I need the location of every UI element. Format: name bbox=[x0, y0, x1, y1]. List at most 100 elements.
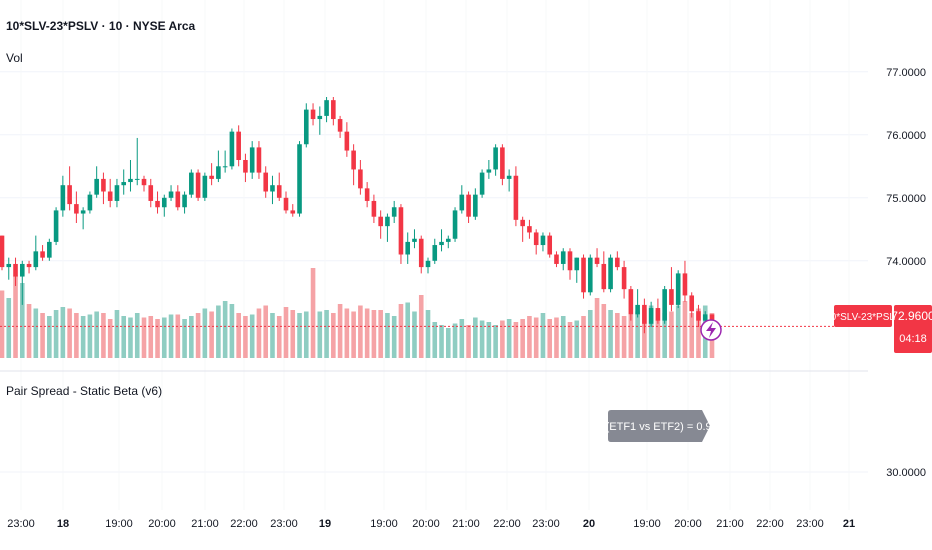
time-tick-label: 18 bbox=[57, 518, 69, 530]
candle-body bbox=[74, 204, 79, 214]
time-tick-label: 23:00 bbox=[7, 518, 35, 530]
candle-body bbox=[587, 257, 593, 293]
time-tick-label: 19:00 bbox=[633, 518, 661, 530]
candle-body bbox=[615, 257, 620, 268]
volume-bar bbox=[682, 301, 688, 358]
volume-bar bbox=[182, 319, 187, 358]
candle-body bbox=[236, 131, 241, 160]
volume-bar bbox=[6, 298, 12, 358]
volume-bar bbox=[628, 314, 634, 358]
volume-bar bbox=[40, 313, 45, 358]
candle-body bbox=[310, 109, 316, 120]
symbol-tag-text: 10*SLV-23*PSLV bbox=[825, 312, 901, 323]
volume-bar bbox=[412, 311, 417, 358]
volume-bar bbox=[202, 308, 208, 358]
candle-body bbox=[53, 210, 59, 242]
price-axis[interactable]: 77.0000 76.0000 75.0000 74.0000 30.0000 bbox=[886, 67, 926, 479]
volume-bar bbox=[216, 305, 221, 358]
volume-bar bbox=[67, 308, 72, 358]
volume-bar bbox=[256, 308, 262, 358]
lightning-icon[interactable] bbox=[700, 319, 722, 341]
candles bbox=[0, 97, 715, 334]
candle-body bbox=[520, 219, 525, 227]
candle-body bbox=[303, 109, 309, 145]
grid-lines bbox=[0, 71, 868, 473]
volume-bar bbox=[331, 313, 336, 358]
candle-body bbox=[486, 169, 492, 173]
candle-body bbox=[689, 295, 695, 312]
volume-bar bbox=[527, 316, 532, 358]
indicator-title[interactable]: Pair Spread - Static Beta (v6) bbox=[6, 384, 163, 398]
candle-body bbox=[114, 185, 120, 201]
bar-countdown: 04:18 bbox=[899, 333, 927, 345]
symbol-title[interactable]: 10*SLV-23*PSLV · 10 · NYSE Arca bbox=[6, 19, 196, 33]
volume-bar bbox=[60, 307, 66, 358]
time-tick-label: 22:00 bbox=[756, 518, 784, 530]
volume-bar bbox=[486, 322, 492, 358]
candle-body bbox=[581, 257, 586, 293]
candle-body bbox=[283, 197, 289, 211]
candle-body bbox=[195, 172, 201, 198]
volume-bar bbox=[513, 322, 519, 358]
candle-body bbox=[682, 273, 688, 296]
time-tick-label: 23:00 bbox=[796, 518, 824, 530]
time-tick-label: 22:00 bbox=[493, 518, 521, 530]
candle-body bbox=[391, 207, 397, 217]
candle-body bbox=[608, 257, 613, 290]
volume-bar bbox=[0, 290, 5, 358]
volume-bar bbox=[385, 313, 390, 358]
volume-bar bbox=[675, 305, 681, 358]
candle-body bbox=[702, 314, 708, 321]
time-tick-label: 20:00 bbox=[674, 518, 702, 530]
volume-bar bbox=[19, 283, 25, 358]
volume-bar bbox=[560, 316, 566, 358]
volume-bar bbox=[141, 317, 147, 358]
candle-body bbox=[594, 257, 600, 264]
volume-bar bbox=[587, 310, 593, 358]
candle-body bbox=[371, 200, 377, 217]
volume-bar bbox=[324, 310, 329, 358]
candle-body bbox=[202, 175, 208, 198]
volume-bar bbox=[635, 311, 640, 358]
candle-body bbox=[13, 263, 18, 277]
time-axis[interactable]: 23:00 18 19:00 20:00 21:00 22:00 23:00 19 19:00 2… bbox=[7, 518, 855, 530]
volume-bar bbox=[209, 311, 214, 358]
volume-bar bbox=[134, 313, 140, 358]
volume-bar bbox=[594, 298, 600, 358]
candle-body bbox=[276, 185, 282, 198]
candle-body bbox=[189, 172, 194, 195]
candle-body bbox=[297, 144, 302, 214]
candle-body bbox=[67, 185, 72, 205]
volume-bar bbox=[195, 313, 201, 358]
volume-bar bbox=[601, 304, 607, 358]
candle-body bbox=[398, 207, 404, 255]
candle-body bbox=[439, 241, 444, 246]
candle-body bbox=[94, 178, 99, 195]
volume-bar bbox=[107, 319, 113, 358]
volume-bar bbox=[648, 305, 654, 358]
candle-body bbox=[648, 308, 654, 324]
volume-bar bbox=[121, 316, 127, 358]
candle-body bbox=[479, 172, 485, 195]
candle-body bbox=[317, 115, 323, 120]
volume-bar bbox=[358, 305, 363, 358]
candle-body bbox=[47, 241, 52, 258]
candle-body bbox=[385, 216, 390, 227]
candle-body bbox=[425, 260, 431, 268]
candle-body bbox=[405, 241, 411, 255]
candle-body bbox=[33, 251, 39, 268]
volume-bar bbox=[297, 313, 302, 358]
volume-bar bbox=[243, 316, 248, 358]
volume-bar bbox=[554, 317, 559, 358]
candle-body bbox=[19, 263, 25, 277]
price-tick-label: 77.0000 bbox=[886, 67, 926, 79]
volume-label[interactable]: Vol bbox=[6, 51, 23, 65]
candle-body bbox=[560, 251, 566, 264]
candle-body bbox=[80, 210, 86, 214]
volume-bar bbox=[283, 307, 289, 358]
time-tick-label: 21:00 bbox=[452, 518, 480, 530]
candle-body bbox=[642, 304, 647, 324]
volume-bar bbox=[229, 304, 235, 358]
candle-body bbox=[628, 289, 634, 315]
